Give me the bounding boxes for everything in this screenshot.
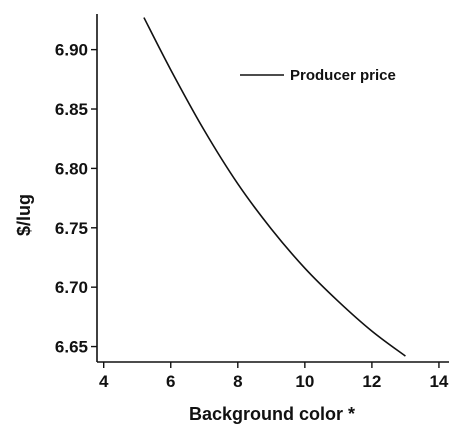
x-tick-label: 10 [295,372,314,391]
x-tick-label: 4 [99,372,109,391]
y-axis-title: $/lug [14,194,34,236]
x-tick-label: 12 [362,372,381,391]
y-tick-label: 6.65 [55,338,88,357]
y-tick-label: 6.80 [55,159,88,178]
legend-label: Producer price [290,67,396,84]
x-axis-ticks: 4 6 8 10 12 14 [99,362,449,391]
y-tick-label: 6.75 [55,219,88,238]
x-tick-label: 14 [429,372,448,391]
y-tick-label: 6.85 [55,100,88,119]
series-line-producer-price [143,17,406,357]
legend: Producer price [240,67,396,84]
y-tick-label: 6.70 [55,278,88,297]
x-tick-label: 6 [166,372,175,391]
x-tick-label: 8 [233,372,242,391]
y-tick-label: 6.90 [55,41,88,60]
y-axis-ticks: 6.65 6.70 6.75 6.80 6.85 6.90 [55,41,97,357]
x-axis-title: Background color * [189,404,355,424]
